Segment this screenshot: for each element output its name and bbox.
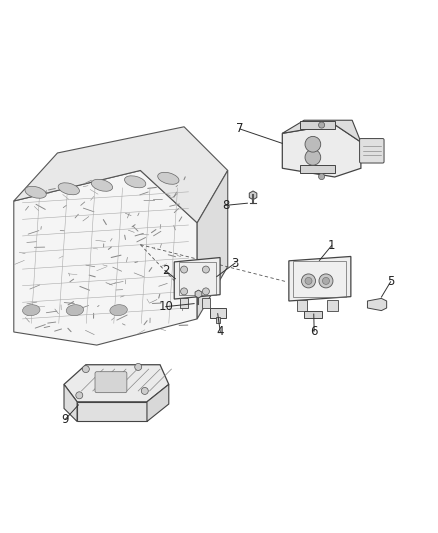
- Text: 7: 7: [236, 123, 244, 135]
- Circle shape: [82, 366, 89, 373]
- Circle shape: [180, 288, 187, 295]
- Circle shape: [301, 274, 315, 288]
- FancyBboxPatch shape: [360, 139, 384, 163]
- Polygon shape: [283, 120, 361, 142]
- Circle shape: [305, 277, 312, 285]
- Polygon shape: [77, 402, 147, 422]
- Text: 8: 8: [222, 199, 229, 212]
- Ellipse shape: [58, 183, 79, 195]
- Circle shape: [141, 387, 148, 394]
- Bar: [304, 311, 321, 318]
- Polygon shape: [283, 125, 361, 177]
- Circle shape: [322, 277, 329, 285]
- Bar: [180, 298, 188, 308]
- Bar: [327, 300, 338, 311]
- Polygon shape: [147, 384, 169, 422]
- Circle shape: [76, 392, 83, 399]
- Circle shape: [318, 174, 325, 180]
- Polygon shape: [367, 298, 387, 311]
- FancyBboxPatch shape: [95, 372, 127, 393]
- Bar: [300, 165, 335, 173]
- Text: 3: 3: [231, 256, 239, 270]
- Bar: [201, 298, 210, 308]
- Circle shape: [305, 136, 321, 152]
- Ellipse shape: [124, 176, 146, 188]
- Text: 9: 9: [62, 413, 69, 426]
- Ellipse shape: [66, 305, 84, 316]
- Text: 10: 10: [158, 300, 173, 313]
- Polygon shape: [174, 257, 220, 299]
- Ellipse shape: [110, 305, 127, 316]
- Text: 5: 5: [387, 275, 394, 288]
- Bar: [210, 308, 226, 318]
- Circle shape: [319, 274, 333, 288]
- Text: 6: 6: [311, 325, 318, 337]
- Circle shape: [305, 149, 321, 165]
- Polygon shape: [289, 256, 351, 301]
- Polygon shape: [64, 365, 169, 402]
- Ellipse shape: [158, 172, 179, 184]
- Circle shape: [135, 364, 142, 370]
- Circle shape: [202, 288, 209, 295]
- Circle shape: [202, 266, 209, 273]
- Circle shape: [318, 122, 325, 128]
- Ellipse shape: [92, 179, 113, 191]
- Circle shape: [180, 266, 187, 273]
- Bar: [293, 261, 346, 297]
- Bar: [215, 317, 220, 323]
- Polygon shape: [64, 384, 77, 422]
- Polygon shape: [14, 171, 197, 345]
- Polygon shape: [197, 171, 228, 319]
- Bar: [297, 300, 307, 311]
- Text: 4: 4: [216, 326, 224, 338]
- Text: 1: 1: [328, 239, 336, 252]
- Bar: [179, 262, 216, 295]
- Polygon shape: [14, 127, 228, 223]
- Bar: [300, 121, 335, 129]
- Text: 2: 2: [162, 264, 170, 277]
- Ellipse shape: [25, 187, 46, 198]
- Ellipse shape: [22, 305, 40, 316]
